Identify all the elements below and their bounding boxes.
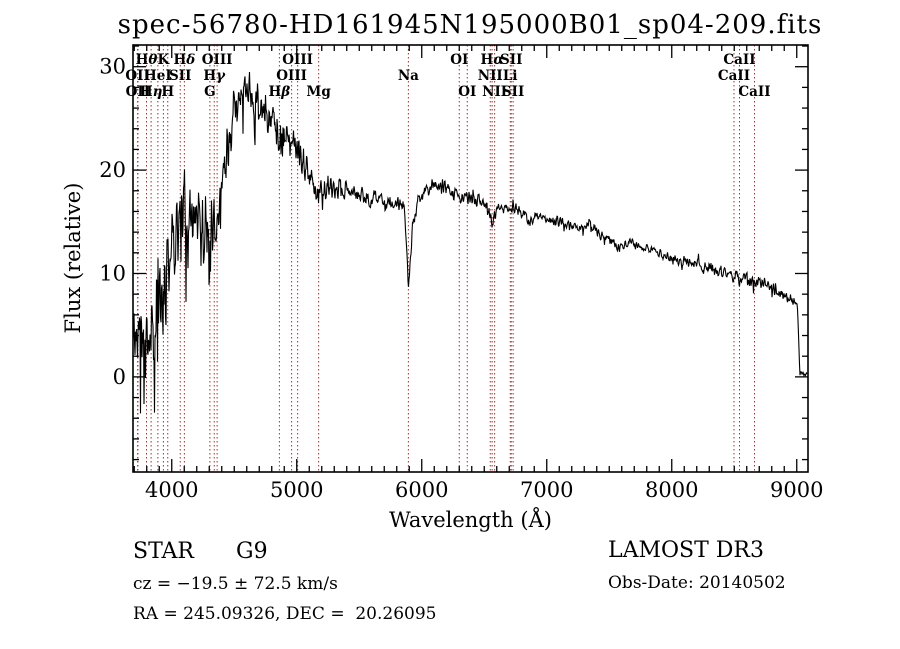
spectral-line-label: SII (500, 52, 522, 68)
ra-dec-value: RA = 245.09326, DEC = 20.26095 (133, 604, 437, 624)
spectral-line-label: Hγ (203, 68, 226, 84)
object-class: STAR (133, 539, 194, 564)
object-subclass: G9 (236, 539, 268, 564)
x-tick-label: 4000 (145, 478, 198, 502)
spectral-line-label: NII (482, 84, 507, 100)
x-tick-label: 5000 (270, 478, 323, 502)
y-tick-label: 20 (99, 158, 126, 182)
y-axis-title: Flux (relative) (61, 183, 85, 334)
survey-info-block: LAMOST DR3 Obs-Date: 20140502 (608, 538, 786, 594)
spectral-line-label: OI (458, 84, 476, 100)
spectral-line-label: Hη (140, 84, 163, 100)
spectral-line-label: OIII (276, 68, 307, 84)
spectral-line-label: Hθ (136, 52, 158, 68)
spectral-line-label: H (161, 84, 174, 100)
plot-border (132, 44, 809, 473)
y-tick-label: 30 (99, 55, 126, 79)
spectral-line-label: NII (478, 68, 503, 84)
x-tick-label: 8000 (645, 478, 698, 502)
spectral-line-label: OIII (202, 52, 233, 68)
spectral-line-label: OI (450, 52, 468, 68)
spectral-line-label: SII (502, 84, 524, 100)
spectrum-path (132, 72, 808, 414)
spectral-line-label: CaII (718, 68, 750, 84)
x-axis-title: Wavelength (Å) (389, 507, 552, 532)
spectral-line-label: Hα (481, 52, 505, 68)
spectral-line-label: Hδ (173, 52, 195, 68)
x-tick-label: 7000 (520, 478, 573, 502)
spectral-line-label: HeI (144, 68, 172, 84)
spectral-line-label: CaII (738, 84, 770, 100)
spectral-line-label: OIII (282, 52, 313, 68)
spectral-line-label: OII (126, 84, 150, 100)
spectral-line-label: K (158, 52, 171, 68)
survey-name: LAMOST DR3 (608, 538, 764, 563)
x-tick-label: 6000 (395, 478, 448, 502)
spectral-line-label: SII (169, 68, 191, 84)
cz-value: cz = −19.5 ± 72.5 km/s (133, 574, 338, 594)
spectral-line-label: CaII (723, 52, 755, 68)
spectral-line-label: Na (398, 68, 419, 84)
x-tick-label: 9000 (770, 478, 823, 502)
spectral-line-label: Hβ (269, 84, 291, 100)
spectral-line-label: Mg (306, 84, 331, 100)
object-info-block: STAR G9 cz = −19.5 ± 72.5 km/s RA = 245.0… (133, 539, 437, 625)
obs-date: Obs-Date: 20140502 (608, 573, 786, 593)
plot-title: spec-56780-HD161945N195000B01_sp04-209.f… (117, 10, 823, 40)
spectral-line-label: OII (125, 68, 149, 84)
y-tick-label: 0 (113, 365, 126, 389)
y-tick-label: 10 (99, 261, 126, 285)
spectral-line-label: Li (503, 68, 518, 84)
spectral-line-label: G (204, 84, 216, 100)
